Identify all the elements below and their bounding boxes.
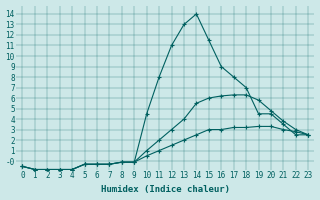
X-axis label: Humidex (Indice chaleur): Humidex (Indice chaleur) bbox=[101, 185, 230, 194]
